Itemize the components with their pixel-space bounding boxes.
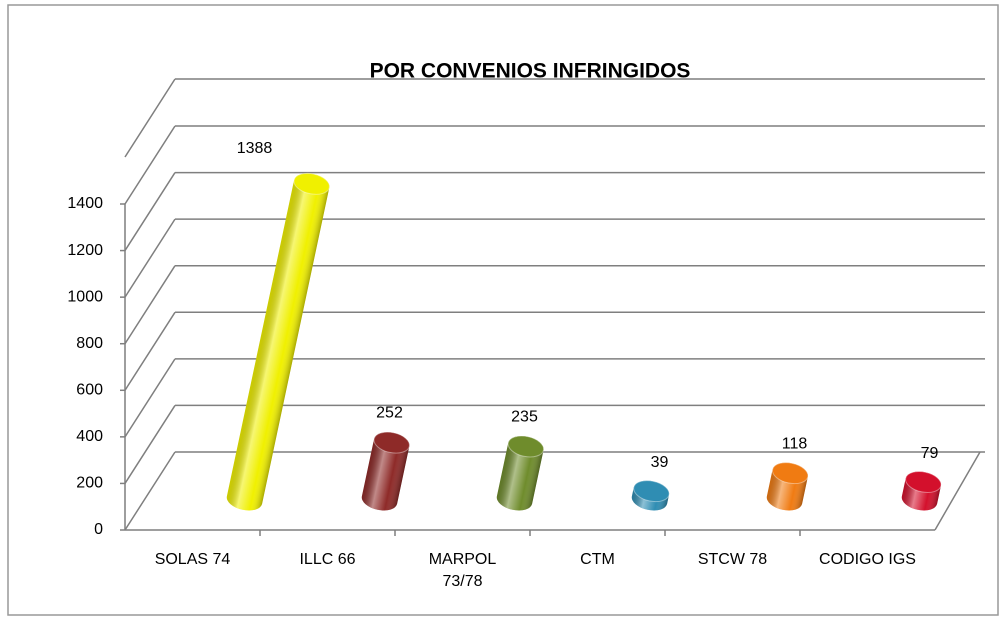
y-tick-label: 800 [76, 335, 103, 352]
grid-line [124, 78, 176, 158]
y-tick-label: 1000 [67, 288, 103, 305]
frame [7, 4, 999, 616]
data-label: 252 [376, 405, 403, 422]
bar [631, 480, 670, 511]
y-tick-label: 0 [94, 521, 103, 538]
y-tick-label: 600 [76, 382, 103, 399]
grid-line [124, 218, 176, 298]
x-tick-label: STCW 78 [697, 551, 768, 568]
bar [496, 435, 545, 511]
grid-line [124, 311, 176, 391]
x-tick-label: SOLAS 74 [154, 551, 231, 568]
bar-shine [226, 173, 330, 511]
data-label: 1388 [237, 140, 273, 157]
bar-top [373, 431, 410, 454]
bar [361, 431, 410, 511]
bar-top [293, 172, 330, 195]
grid-line [124, 125, 176, 205]
y-tick-label: 1200 [67, 242, 103, 259]
grid-line [124, 358, 176, 438]
grid-line [124, 405, 176, 484]
x-tick-label: CTM [580, 551, 615, 568]
grid-line [124, 265, 176, 345]
chart-title: POR CONVENIOS INFRINGIDOS [370, 60, 691, 83]
data-label: 118 [782, 436, 808, 453]
y-tick-label: 200 [76, 475, 103, 492]
y-tick-label: 1400 [67, 195, 103, 212]
bar-top [633, 480, 670, 503]
x-tick-label: CODIGO IGS [819, 551, 916, 568]
bar-top [905, 471, 942, 493]
bar [766, 462, 809, 511]
bar-top [507, 435, 545, 458]
x-tick-label: MARPOL 73/78 [428, 551, 497, 590]
x-tick-label: ILLC 66 [299, 551, 356, 568]
data-label: 235 [511, 408, 538, 425]
bar [226, 172, 330, 511]
grid-line [124, 172, 176, 251]
data-label: 79 [921, 445, 939, 462]
bar-top [771, 462, 809, 485]
floor-edge [934, 451, 981, 531]
y-tick-label: 400 [76, 428, 103, 445]
bar [901, 471, 942, 511]
data-label: 39 [651, 454, 669, 471]
grid-line [124, 451, 176, 531]
